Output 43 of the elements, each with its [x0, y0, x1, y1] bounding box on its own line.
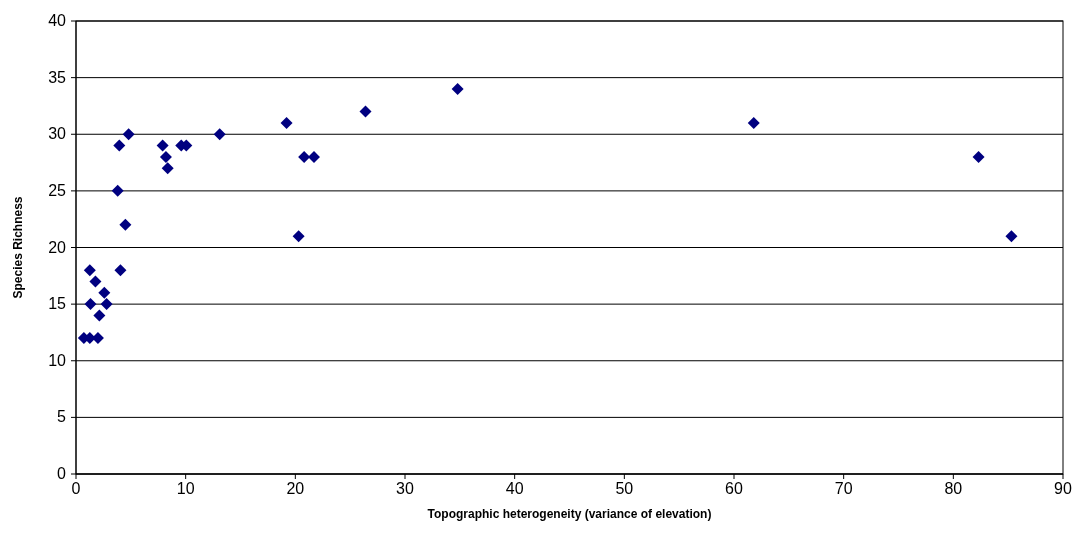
point: [114, 264, 127, 277]
point: [119, 218, 132, 231]
point: [292, 230, 305, 243]
x-tick-label: 30: [396, 480, 414, 497]
point: [122, 128, 135, 141]
point: [156, 139, 169, 152]
point: [1005, 230, 1018, 243]
x-tick-label: 50: [615, 480, 634, 497]
x-tick-label: 90: [1054, 480, 1072, 497]
y-tick-label: 25: [48, 181, 67, 199]
y-tick-label: 40: [48, 12, 67, 29]
y-tick-label: 35: [48, 68, 67, 86]
x-tick-label: 40: [505, 480, 524, 497]
point: [83, 264, 96, 277]
point: [113, 139, 126, 152]
x-tick-label: 10: [176, 480, 195, 497]
y-tick-label: 15: [48, 295, 67, 313]
point: [213, 128, 226, 141]
x-tick-label: 80: [944, 480, 963, 497]
x-tick-label: 20: [286, 480, 305, 497]
point: [359, 105, 372, 118]
point: [161, 162, 174, 175]
y-tick-label: 30: [48, 125, 67, 143]
point: [280, 116, 293, 129]
point: [93, 309, 106, 322]
y-tick-label: 10: [48, 351, 67, 369]
y-axis-title: Species Richness: [11, 196, 25, 299]
point: [100, 298, 113, 311]
point: [451, 82, 464, 95]
x-axis-title: Topographic heterogeneity (variance of elevation): [427, 507, 712, 521]
x-tick-label: 0: [71, 480, 81, 497]
point: [972, 150, 985, 163]
point: [111, 184, 124, 197]
point: [159, 150, 172, 163]
y-tick-label: 5: [57, 408, 67, 426]
point: [84, 298, 97, 311]
y-tick-label: 0: [57, 465, 67, 482]
x-tick-label: 70: [834, 480, 853, 497]
point: [98, 286, 111, 299]
x-tick-label: 60: [725, 480, 743, 497]
y-tick-label: 20: [48, 238, 67, 256]
point: [89, 275, 102, 288]
point: [747, 116, 760, 129]
